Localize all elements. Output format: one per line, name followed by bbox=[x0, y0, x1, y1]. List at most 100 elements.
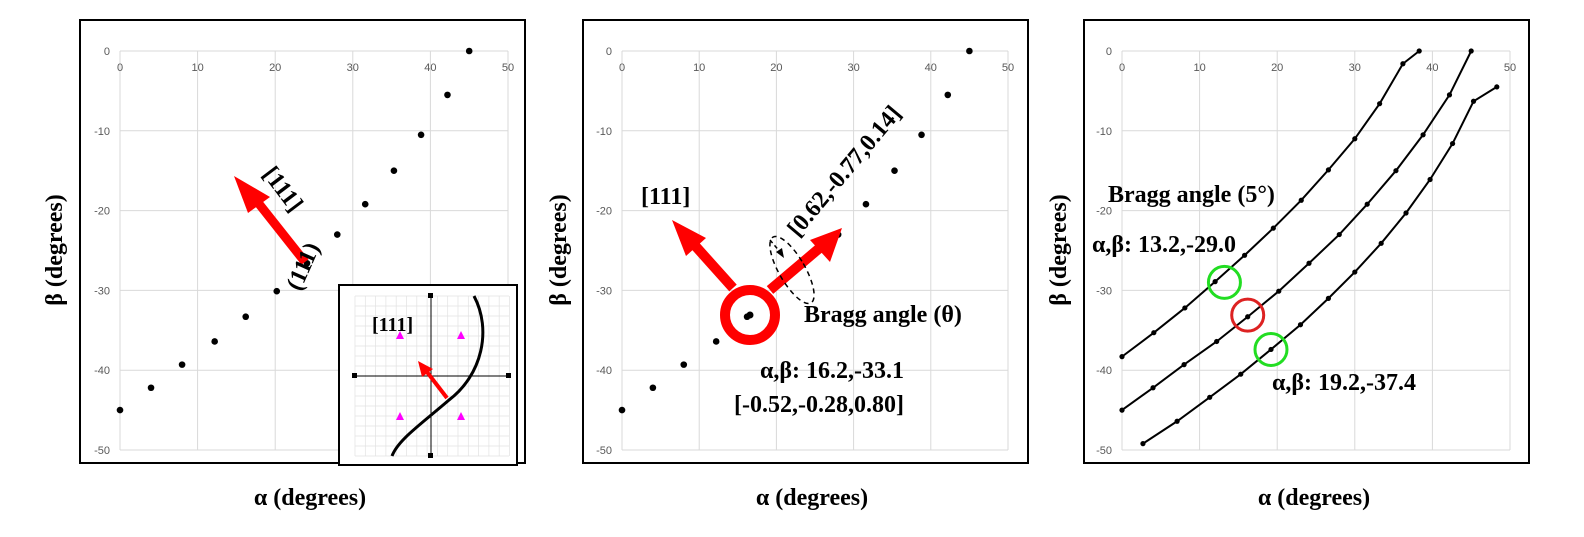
data-point bbox=[1140, 441, 1146, 447]
x-tick-label: 30 bbox=[1349, 62, 1361, 74]
data-point bbox=[712, 338, 720, 345]
y-tick-label: -40 bbox=[1096, 365, 1112, 377]
panel-3-ticks: 0 10 20 30 40 50 0 -10 -20 -30 -40 -50 bbox=[1096, 46, 1516, 457]
data-point bbox=[1449, 140, 1456, 147]
data-point bbox=[1393, 168, 1399, 174]
data-point bbox=[1377, 101, 1383, 107]
x-tick-label: 10 bbox=[191, 62, 203, 74]
panel-3-bragg-label: Bragg angle (5°) bbox=[1108, 182, 1275, 208]
panel-2-arrow-2 bbox=[766, 242, 826, 294]
data-point bbox=[1336, 231, 1342, 238]
y-tick-label: -10 bbox=[596, 126, 612, 138]
panel-1-ticks: 0 10 20 30 40 50 0 -10 -20 -30 -40 -50 bbox=[94, 46, 514, 457]
panel-2-grid bbox=[621, 50, 1009, 451]
x-tick-label: 20 bbox=[269, 62, 281, 74]
x-tick-label: 50 bbox=[1504, 62, 1516, 74]
x-tick-label: 10 bbox=[693, 62, 705, 74]
panel-3-ylabel: β (degrees) bbox=[1046, 194, 1072, 306]
x-tick-label: 30 bbox=[347, 62, 359, 74]
y-tick-label: -30 bbox=[596, 285, 612, 297]
x-tick-label: 20 bbox=[770, 62, 782, 74]
data-point bbox=[465, 47, 473, 55]
panel-3-lower-coords: α,β: 19.2,-37.4 bbox=[1272, 370, 1416, 396]
data-point bbox=[211, 338, 218, 345]
y-tick-label: -20 bbox=[596, 206, 612, 218]
panel-3-upper-coords: α,β: 13.2,-29.0 bbox=[1092, 232, 1236, 258]
data-point bbox=[1150, 385, 1156, 391]
data-point bbox=[1182, 305, 1188, 311]
panel-2-bragg-label: Bragg angle (θ) bbox=[804, 302, 962, 328]
data-point bbox=[361, 200, 369, 208]
panel-1-arrowhead bbox=[234, 176, 270, 213]
data-point bbox=[178, 361, 186, 368]
data-point bbox=[862, 200, 870, 208]
x-tick-label: 20 bbox=[1271, 62, 1283, 74]
y-tick-label: -10 bbox=[94, 126, 110, 138]
data-point bbox=[1298, 197, 1304, 203]
panel-3-xlabel: α (degrees) bbox=[1258, 485, 1370, 511]
series-line bbox=[1142, 86, 1498, 445]
data-point bbox=[1268, 346, 1274, 353]
data-point bbox=[417, 131, 425, 139]
inset-triangle-2 bbox=[457, 331, 465, 339]
data-point bbox=[1238, 371, 1244, 377]
data-point bbox=[1212, 279, 1218, 285]
y-tick-label: -30 bbox=[1096, 285, 1112, 297]
data-point bbox=[1181, 362, 1187, 368]
inset-triangle-4 bbox=[457, 412, 465, 420]
panel-1-arrow-111 bbox=[248, 192, 309, 265]
panel-2-red-circle bbox=[720, 285, 780, 345]
data-point bbox=[1325, 295, 1332, 301]
data-point bbox=[444, 91, 451, 99]
data-point bbox=[918, 131, 925, 139]
panel-3-grid bbox=[1121, 50, 1511, 451]
data-point bbox=[1364, 201, 1370, 207]
x-tick-label: 30 bbox=[847, 62, 859, 74]
y-tick-label: -50 bbox=[1096, 445, 1112, 457]
data-point bbox=[1245, 314, 1251, 320]
panel-2: 0 10 20 30 40 500-10-20-30-40-50 α (degrees) … bbox=[546, 19, 1029, 511]
y-tick-label: 0 bbox=[606, 46, 612, 58]
data-point bbox=[1378, 240, 1384, 246]
data-point bbox=[147, 384, 155, 392]
x-tick-label: 40 bbox=[925, 62, 937, 74]
data-point bbox=[242, 313, 250, 321]
panel-2-xlabel: α (degrees) bbox=[756, 485, 868, 511]
panel-3-series bbox=[1119, 48, 1500, 447]
y-tick-label: 0 bbox=[104, 46, 110, 58]
panel-2-center-point bbox=[746, 311, 754, 319]
panel-2-point-coords: α,β: 16.2,-33.1 bbox=[760, 358, 904, 384]
series-line bbox=[1121, 50, 1473, 411]
data-point bbox=[1207, 394, 1213, 400]
inset-marker-right bbox=[506, 373, 511, 378]
y-tick-label: -30 bbox=[94, 285, 110, 297]
inset-arrowhead bbox=[418, 361, 433, 377]
panel-2-ticks: 0 10 20 30 40 50 0 -10 -20 -30 -40 -50 bbox=[596, 46, 1014, 457]
panel-2-arrow-111 bbox=[686, 236, 737, 292]
data-point bbox=[1427, 176, 1433, 183]
data-point bbox=[966, 47, 973, 55]
panel-1-xlabel: α (degrees) bbox=[254, 485, 366, 511]
y-tick-label: -10 bbox=[1096, 126, 1112, 138]
panel-2-arrowhead-111 bbox=[672, 220, 706, 256]
data-point bbox=[1400, 61, 1406, 67]
data-point bbox=[1119, 354, 1125, 360]
panel-3-circles bbox=[1206, 264, 1289, 367]
y-tick-label: -50 bbox=[596, 445, 612, 457]
y-tick-label: 0 bbox=[1106, 46, 1112, 58]
data-point bbox=[333, 231, 341, 238]
inset-marker-top bbox=[428, 293, 433, 298]
y-tick-label: -50 bbox=[94, 445, 110, 457]
data-point bbox=[1494, 84, 1500, 90]
data-point bbox=[1276, 288, 1282, 294]
data-point bbox=[1403, 210, 1409, 216]
data-point bbox=[1325, 167, 1332, 173]
data-point bbox=[1446, 92, 1453, 98]
x-tick-label: 10 bbox=[1193, 62, 1205, 74]
inset-label: [111] bbox=[372, 314, 413, 336]
inset-triangle-3 bbox=[396, 412, 404, 420]
data-point bbox=[1214, 338, 1220, 345]
data-point bbox=[1470, 98, 1477, 104]
data-point bbox=[649, 384, 657, 392]
